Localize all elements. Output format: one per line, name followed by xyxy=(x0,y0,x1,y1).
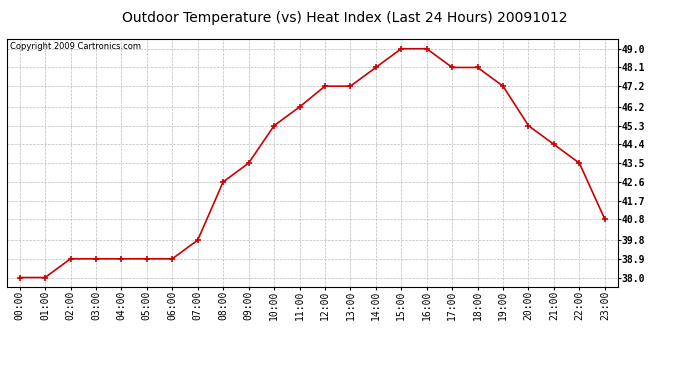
Text: Outdoor Temperature (vs) Heat Index (Last 24 Hours) 20091012: Outdoor Temperature (vs) Heat Index (Las… xyxy=(122,11,568,25)
Text: Copyright 2009 Cartronics.com: Copyright 2009 Cartronics.com xyxy=(10,42,141,51)
